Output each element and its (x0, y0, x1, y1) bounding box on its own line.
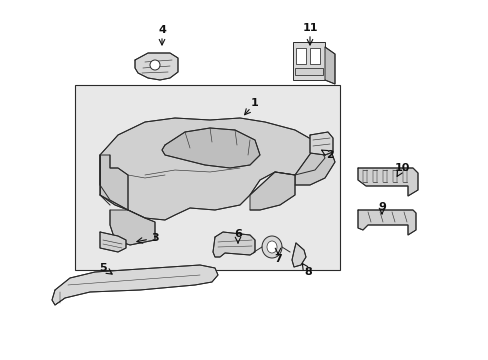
Text: 5: 5 (99, 263, 106, 273)
Polygon shape (52, 265, 218, 305)
Circle shape (150, 60, 160, 70)
Polygon shape (291, 243, 305, 267)
Ellipse shape (262, 236, 282, 258)
Polygon shape (100, 232, 126, 252)
Text: 8: 8 (304, 267, 311, 277)
Polygon shape (249, 172, 294, 210)
Polygon shape (162, 128, 260, 168)
Polygon shape (100, 118, 325, 220)
Polygon shape (357, 210, 415, 235)
Polygon shape (294, 143, 334, 185)
Polygon shape (357, 168, 417, 196)
Text: 3: 3 (151, 233, 159, 243)
Text: 2: 2 (325, 150, 333, 160)
Ellipse shape (266, 241, 276, 253)
Text: 4: 4 (158, 25, 165, 35)
Text: 1: 1 (251, 98, 258, 108)
Polygon shape (110, 210, 155, 245)
Polygon shape (213, 232, 254, 257)
Polygon shape (309, 132, 332, 155)
Text: 9: 9 (377, 202, 385, 212)
Bar (294, 68, 323, 75)
Text: 11: 11 (302, 23, 317, 33)
Text: 10: 10 (393, 163, 409, 173)
Polygon shape (135, 53, 178, 80)
Text: 6: 6 (234, 229, 242, 239)
Bar (75, 85, 339, 270)
Bar (295, 48, 305, 64)
Bar (292, 42, 325, 80)
Text: 7: 7 (274, 254, 281, 264)
Polygon shape (100, 155, 128, 210)
Polygon shape (325, 47, 334, 84)
Bar (309, 48, 319, 64)
